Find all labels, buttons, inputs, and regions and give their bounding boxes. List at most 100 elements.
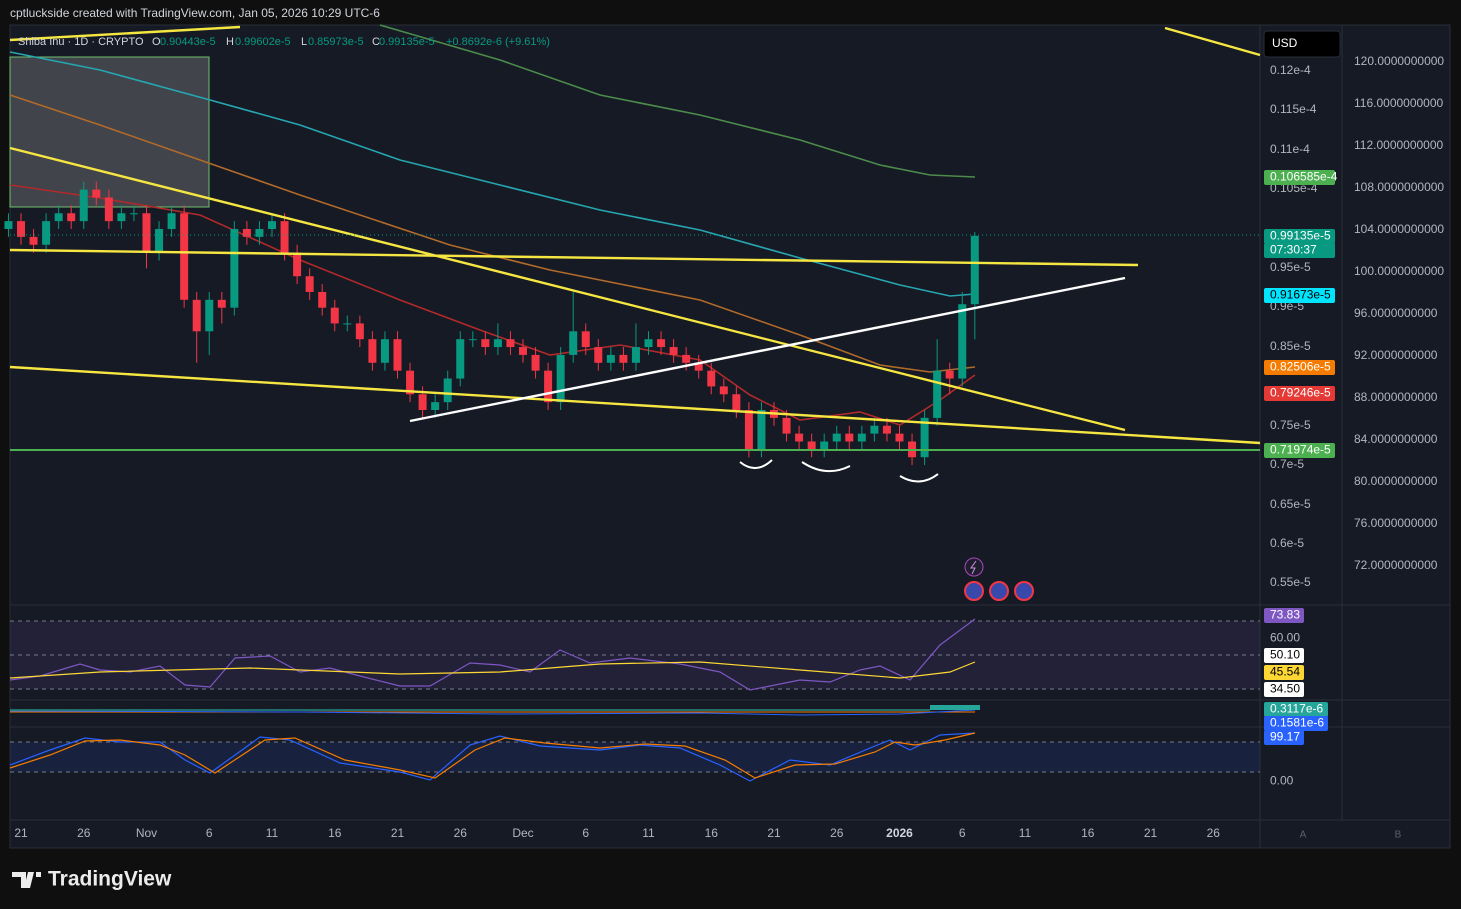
candle-body xyxy=(694,362,703,371)
price-badge xyxy=(1264,360,1335,375)
time-label: 16 xyxy=(705,826,719,840)
zone-box xyxy=(9,56,210,208)
candle-body xyxy=(79,189,88,222)
pane-label: 34.50 xyxy=(1270,682,1300,696)
candle-body xyxy=(519,347,527,355)
candle-body xyxy=(857,433,866,442)
time-label: 26 xyxy=(1207,826,1221,840)
candle-body xyxy=(631,347,640,363)
price-label: 0.12e-4 xyxy=(1270,63,1311,77)
price-label: 0.6e-5 xyxy=(1270,536,1304,550)
candle-body xyxy=(380,339,389,363)
stoch-band xyxy=(10,742,1260,772)
scale-label: 116.0000000000 xyxy=(1354,96,1444,110)
legend-open: 0.90443e-5 xyxy=(160,36,216,48)
pane-badge xyxy=(1264,716,1328,731)
time-label: 16 xyxy=(1081,826,1095,840)
candle-body xyxy=(117,213,126,222)
macd-hist xyxy=(930,705,980,710)
time-label: 26 xyxy=(830,826,844,840)
ma-orange xyxy=(9,94,976,373)
candle-body xyxy=(318,291,327,308)
ma-teal xyxy=(9,51,976,297)
price-label: 0.95e-5 xyxy=(1270,260,1311,274)
flag-icon xyxy=(964,581,984,601)
price-badge xyxy=(1264,243,1335,258)
curve xyxy=(899,473,939,483)
pane-badge xyxy=(1264,702,1328,717)
legend-high: 0.99602e-5 xyxy=(235,36,291,48)
candle-body xyxy=(355,323,364,340)
candle-body xyxy=(933,370,942,418)
candle-body xyxy=(180,213,189,300)
candle-body xyxy=(657,339,666,348)
candle-body xyxy=(845,433,854,442)
flag-icon xyxy=(989,581,1009,601)
candles xyxy=(4,181,979,466)
time-label: 26 xyxy=(454,826,468,840)
legend-low: 0.85973e-5 xyxy=(308,36,364,48)
brand-logo xyxy=(12,872,41,888)
candle-body xyxy=(330,307,339,324)
candle-body xyxy=(368,339,377,363)
event-icon xyxy=(964,557,984,577)
candle-body xyxy=(945,370,954,379)
candle-body xyxy=(481,339,490,348)
chart-area xyxy=(9,24,1451,849)
candle-body xyxy=(205,299,214,332)
candle-body xyxy=(343,323,352,325)
macd-hist xyxy=(10,709,930,711)
scale-button[interactable]: A xyxy=(1300,830,1307,841)
time-label: 6 xyxy=(959,826,966,840)
price-badge xyxy=(1264,170,1335,185)
candle-body xyxy=(167,213,176,229)
scale-label: 104.0000000000 xyxy=(1354,222,1444,236)
price-badge-text: 0.91673e-5 xyxy=(1270,288,1331,302)
candle-body xyxy=(92,189,101,198)
currency[interactable]: USD xyxy=(1272,36,1298,50)
candle-body xyxy=(431,402,440,411)
event-icon xyxy=(970,560,977,575)
legend-close: 0.99135e-5 xyxy=(379,36,435,48)
candle-body xyxy=(155,229,164,253)
candle-body xyxy=(192,299,201,332)
price-badge xyxy=(1264,386,1335,401)
candle-body xyxy=(242,229,251,237)
scale-button[interactable]: B xyxy=(1395,830,1402,841)
trend-line xyxy=(9,146,1126,432)
price-label: 0.115e-4 xyxy=(1270,102,1317,116)
time-label: 26 xyxy=(77,826,91,840)
candle-body xyxy=(393,339,402,371)
candle-body xyxy=(42,221,51,245)
trend-line xyxy=(1164,26,1261,57)
legend-open_label: O xyxy=(152,36,161,48)
curve xyxy=(801,461,851,473)
time-label: 11 xyxy=(266,826,279,840)
candle-body xyxy=(54,213,63,222)
price-badge xyxy=(1264,443,1335,458)
rsi-levels xyxy=(10,620,1260,690)
time-label: 21 xyxy=(1144,826,1158,840)
scale-label: 96.0000000000 xyxy=(1354,306,1438,320)
candle-body xyxy=(795,433,804,442)
price-badge-text: 0.79246e-5 xyxy=(1270,386,1331,400)
pane-badge xyxy=(1264,682,1304,697)
currency-button[interactable] xyxy=(1263,30,1341,58)
candle-body xyxy=(268,221,276,229)
candle-body xyxy=(293,252,302,277)
candle-body xyxy=(920,417,929,458)
price-label: 0.7e-5 xyxy=(1270,457,1304,471)
candle-body xyxy=(531,354,540,371)
pane-label: 0.00 xyxy=(1270,774,1294,788)
time-label: 6 xyxy=(206,826,213,840)
time-label: 6 xyxy=(582,826,589,840)
axes: 0.12e-40.115e-40.11e-40.105e-40.95e-50.9… xyxy=(14,54,1444,840)
candle-body xyxy=(305,276,314,292)
macd-line xyxy=(9,709,976,716)
price-badge-text: 0.106585e-4 xyxy=(1270,170,1338,184)
candle-body xyxy=(544,370,553,403)
candle-body xyxy=(606,354,615,363)
candle-body xyxy=(255,229,264,237)
